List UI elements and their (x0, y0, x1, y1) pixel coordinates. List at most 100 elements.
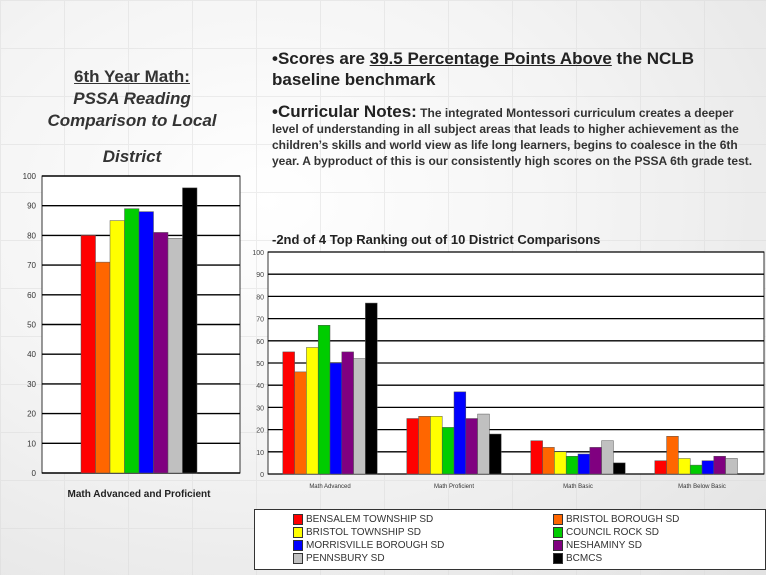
title-line-1: 6th Year Math: (74, 67, 190, 86)
legend-label: PENNSBURY SD (306, 553, 385, 564)
legend-label: NESHAMINY SD (566, 540, 642, 551)
bar (542, 447, 555, 475)
y-tick-label: 0 (32, 469, 37, 478)
bar (654, 460, 667, 475)
legend-item: BCMCS (553, 553, 602, 564)
bar (430, 416, 443, 475)
y-tick-label: 100 (23, 172, 37, 181)
scores-highlight: 39.5 Percentage Points Above (369, 49, 612, 68)
chart-legend: BENSALEM TOWNSHIP SD BRISTOL BOROUGH SD BR… (254, 509, 766, 570)
bar (601, 440, 614, 475)
y-tick-label: 50 (27, 321, 36, 330)
bar (80, 235, 96, 474)
legend-item: MORRISVILLE BOROUGH SD (293, 540, 444, 551)
y-tick-label: 60 (27, 291, 36, 300)
y-tick-label: 100 (252, 250, 264, 257)
bar (406, 418, 419, 475)
y-tick-label: 20 (256, 428, 264, 435)
y-tick-label: 40 (256, 383, 264, 390)
title-line-3: Comparison to Local (47, 111, 217, 130)
bar (306, 347, 319, 475)
x-category-label: Math Basic (563, 484, 593, 490)
bar (565, 455, 579, 475)
bar (453, 391, 467, 475)
y-tick-label: 60 (256, 339, 264, 346)
y-tick-label: 30 (27, 380, 36, 389)
y-tick-label: 90 (27, 202, 36, 211)
legend-swatch (553, 527, 563, 538)
y-tick-label: 70 (256, 317, 264, 324)
right-bar-chart: 0 10 20 30 40 50 60 70 80 90 100 Math Advanced Math … (252, 250, 765, 490)
bar (341, 351, 354, 475)
legend-swatch (553, 540, 563, 551)
bar (95, 261, 111, 474)
title-line-2: PSSA Reading (73, 89, 191, 108)
legend-swatch (293, 514, 303, 525)
bar (441, 427, 455, 475)
legend-item: BRISTOL BOROUGH SD (553, 514, 679, 525)
legend-label: BRISTOL BOROUGH SD (566, 514, 680, 525)
y-tick-label: 50 (256, 361, 264, 368)
title-line-4: District (102, 147, 162, 166)
y-tick-label: 30 (256, 405, 264, 412)
legend-label: BENSALEM TOWNSHIP SD (306, 514, 434, 525)
bar (294, 371, 307, 475)
bar (418, 416, 431, 475)
bar (124, 208, 140, 474)
bar (465, 418, 478, 475)
bar (689, 464, 703, 475)
legend-swatch (553, 514, 563, 525)
bar (589, 447, 602, 475)
y-tick-label: 70 (27, 261, 36, 270)
bar (725, 458, 738, 475)
legend-item: BRISTOL TOWNSHIP SD (293, 527, 421, 538)
x-category-label: Math Below Basic (678, 484, 726, 490)
curricular-body: The integrated Montessori curriculum cre… (272, 106, 753, 168)
legend-item: NESHAMINY SD (553, 540, 642, 551)
bar (109, 220, 125, 474)
y-tick-label: 10 (27, 439, 36, 448)
x-category-label: Math Advanced and Proficient (68, 489, 212, 500)
legend-swatch (293, 540, 303, 551)
bar (678, 458, 691, 475)
bar (530, 440, 543, 475)
legend-label: COUNCIL ROCK SD (566, 527, 659, 538)
scores-bullet: •Scores are 39.5 Percentage Points Above… (272, 48, 752, 90)
bar (613, 462, 626, 475)
legend-swatch (553, 553, 563, 564)
bar (554, 451, 567, 475)
bar (353, 358, 366, 475)
bar (138, 211, 154, 474)
bar (577, 453, 591, 475)
y-tick-label: 80 (27, 231, 36, 240)
y-tick-label: 0 (260, 472, 264, 479)
ranking-note: -2nd of 4 Top Ranking out of 10 District… (272, 232, 601, 247)
bar (329, 362, 343, 475)
legend-swatch (293, 527, 303, 538)
curricular-heading: •Curricular Notes: (272, 102, 417, 121)
curricular-notes: •Curricular Notes: The integrated Montes… (272, 102, 758, 169)
bar (167, 238, 183, 474)
y-tick-label: 40 (27, 350, 36, 359)
bar (701, 460, 715, 475)
legend-item: PENNSBURY SD (293, 553, 385, 564)
bar (365, 302, 378, 475)
y-tick-label: 10 (256, 450, 264, 457)
bar (153, 232, 169, 474)
legend-swatch (293, 553, 303, 564)
x-category-label: Math Advanced (309, 484, 350, 490)
legend-label: MORRISVILLE BOROUGH SD (306, 540, 445, 551)
y-tick-label: 90 (256, 272, 264, 279)
y-tick-label: 80 (256, 294, 264, 301)
x-category-label: Math Proficient (434, 484, 474, 490)
bar (477, 413, 490, 475)
y-tick-label: 20 (27, 410, 36, 419)
bar (182, 187, 198, 474)
bar (282, 351, 295, 475)
left-chart-title: 6th Year Math: PSSA Reading Comparison t… (22, 66, 242, 168)
legend-label: BCMCS (566, 553, 603, 564)
scores-prefix: •Scores are (272, 49, 370, 68)
bar (666, 436, 679, 475)
legend-item: COUNCIL ROCK SD (553, 527, 659, 538)
left-bar-chart: 0 10 20 30 40 50 60 70 80 90 100 Math Advanced and … (23, 172, 241, 500)
